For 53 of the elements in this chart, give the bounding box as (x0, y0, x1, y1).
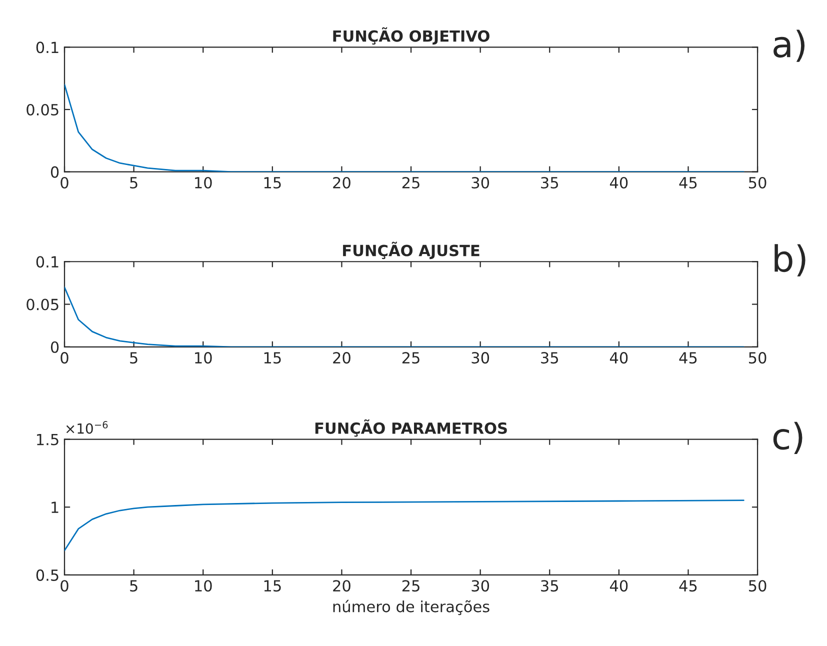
x-tick-label: 10 (195, 176, 212, 189)
x-tick-label: 20 (333, 352, 350, 364)
x-axis-title: número de iterações (333, 600, 490, 616)
y-tick-label: 0.1 (36, 256, 58, 268)
y-tick-label: 0.05 (26, 104, 58, 116)
text: a) (774, 30, 805, 62)
x-tick-label: 0 (60, 580, 68, 592)
y-tick-label: 0 (50, 166, 59, 178)
y-tick-label: 0.5 (36, 569, 58, 581)
y-tick-label: 0.05 (26, 298, 58, 310)
x-tick-label: 30 (472, 580, 490, 592)
x-tick-label: 35 (541, 580, 558, 592)
text: ×10$^{−6}$ (66, 421, 108, 434)
x-tick-label: 15 (264, 580, 281, 592)
x-tick-label: 40 (610, 176, 628, 189)
line-series (64, 286, 744, 347)
x-tick-label: 30 (472, 352, 490, 364)
x-tick-label: 20 (333, 176, 350, 189)
x-tick-label: 5 (130, 580, 138, 592)
x-tick-label: 0 (60, 352, 68, 364)
x-tick-label: 25 (402, 352, 420, 364)
x-tick-label: 35 (541, 176, 558, 189)
x-tick-label: 5 (130, 352, 138, 364)
x-tick-label: 15 (264, 177, 281, 189)
x-tick-label: 10 (195, 580, 212, 592)
x-tick-label: 50 (748, 580, 766, 592)
chart-title: FUNÇÃO PARAMETROS (315, 419, 507, 437)
text: b) (774, 244, 806, 276)
x-tick-label: 30 (472, 176, 490, 189)
y-tick-label: 1.5 (37, 434, 58, 446)
x-tick-label: 25 (402, 176, 420, 189)
x-tick-label: 5 (130, 177, 138, 189)
chart-title: FUNÇÃO OBJETIVO (333, 27, 490, 45)
y-tick-label: 1 (52, 502, 58, 513)
y-tick-label: 0.1 (36, 42, 58, 54)
text: c) (773, 422, 802, 454)
x-tick-label: 15 (264, 352, 281, 364)
line-series (64, 84, 744, 172)
x-tick-label: 45 (679, 177, 697, 189)
x-tick-label: 45 (679, 580, 697, 592)
line-series (64, 500, 744, 552)
x-tick-label: 20 (333, 580, 350, 592)
x-tick-label: 50 (748, 352, 766, 364)
y-tick-label: 0 (50, 341, 59, 353)
x-tick-label: 40 (610, 580, 628, 592)
x-tick-label: 50 (748, 176, 766, 189)
x-tick-label: 0 (60, 176, 68, 189)
x-tick-label: 25 (402, 580, 420, 592)
x-tick-label: 45 (679, 352, 697, 364)
x-tick-label: 10 (195, 352, 212, 364)
x-tick-label: 35 (541, 352, 558, 364)
x-tick-label: 40 (610, 352, 628, 364)
chart-title: FUNÇÃO AJUSTE (343, 242, 480, 260)
